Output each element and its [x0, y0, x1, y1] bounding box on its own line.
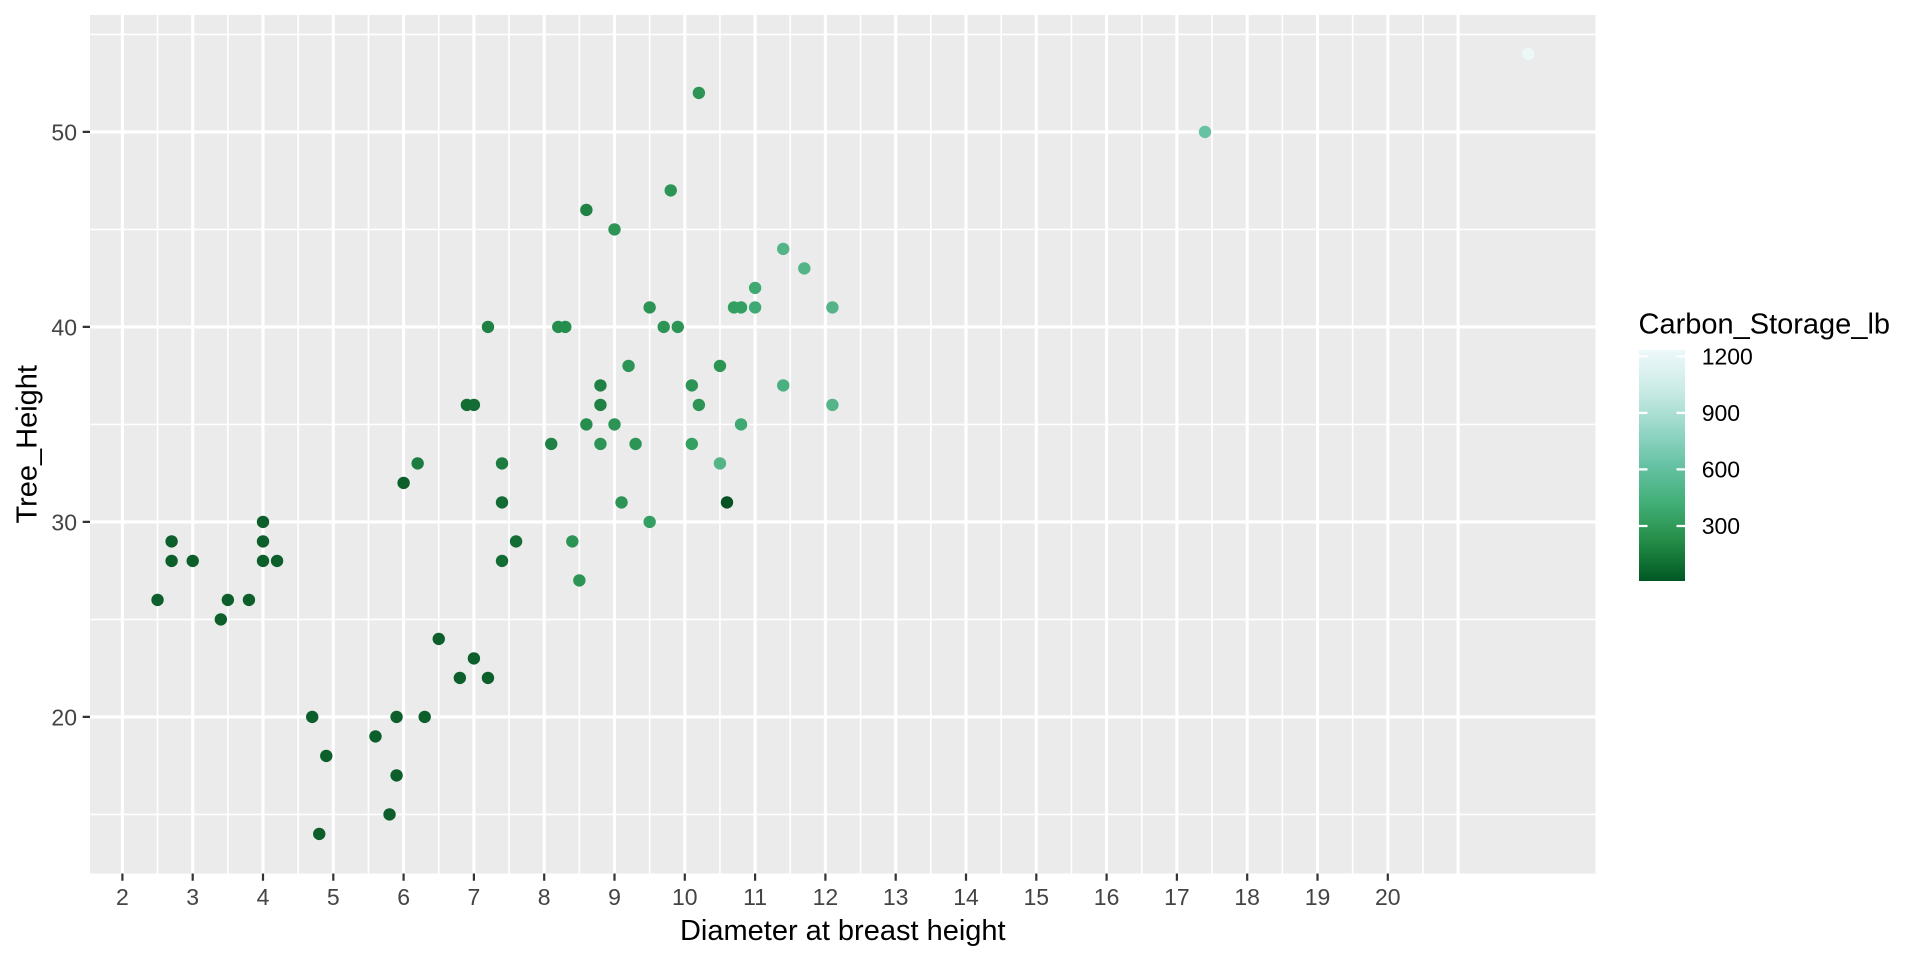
- svg-text:2: 2: [116, 884, 129, 910]
- svg-text:Diameter at breast height: Diameter at breast height: [680, 915, 1006, 947]
- svg-text:14: 14: [953, 884, 979, 910]
- svg-text:12: 12: [813, 884, 839, 910]
- svg-text:17: 17: [1164, 884, 1190, 910]
- svg-text:Carbon_Storage_lb: Carbon_Storage_lb: [1639, 309, 1891, 341]
- svg-text:Tree_Height: Tree_Height: [12, 365, 44, 524]
- svg-text:11: 11: [743, 884, 767, 910]
- svg-text:40: 40: [51, 315, 77, 341]
- svg-text:6: 6: [397, 884, 410, 910]
- svg-text:300: 300: [1702, 513, 1740, 539]
- svg-text:600: 600: [1702, 457, 1740, 483]
- svg-text:4: 4: [257, 884, 270, 910]
- svg-text:20: 20: [1375, 884, 1401, 910]
- svg-text:15: 15: [1024, 884, 1050, 910]
- svg-text:5: 5: [327, 884, 340, 910]
- svg-text:900: 900: [1702, 400, 1740, 426]
- svg-text:8: 8: [538, 884, 551, 910]
- svg-text:10: 10: [672, 884, 698, 910]
- svg-text:7: 7: [468, 884, 481, 910]
- svg-text:13: 13: [883, 884, 909, 910]
- svg-text:9: 9: [608, 884, 621, 910]
- svg-text:20: 20: [51, 705, 77, 731]
- svg-text:18: 18: [1234, 884, 1260, 910]
- svg-text:50: 50: [51, 120, 77, 146]
- svg-text:16: 16: [1094, 884, 1120, 910]
- svg-text:3: 3: [186, 884, 199, 910]
- svg-text:1200: 1200: [1702, 344, 1753, 370]
- svg-text:30: 30: [51, 510, 77, 536]
- svg-text:19: 19: [1305, 884, 1331, 910]
